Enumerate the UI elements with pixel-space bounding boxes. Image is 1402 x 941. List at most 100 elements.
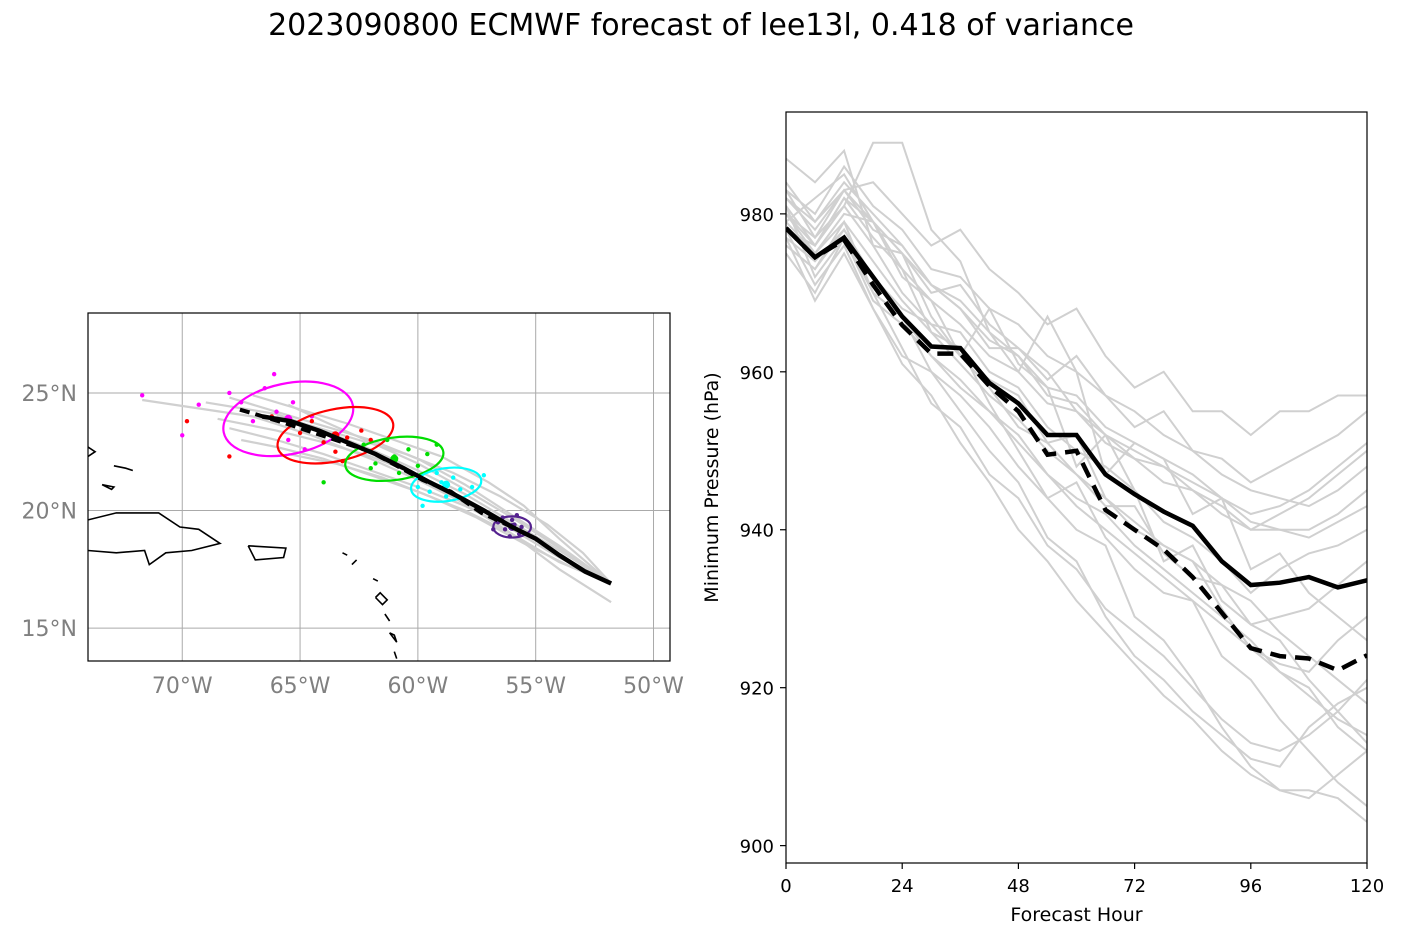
ensemble-point [420,503,425,509]
member-pressure-line [786,204,1367,595]
ensemble-point [302,447,307,452]
mean-pressure-line-solid [786,226,1367,590]
member-pressure-line [786,164,1367,508]
ellipse-center-point [442,480,451,489]
pressure-y-axis-label: Minimum Pressure (hPa) [701,372,723,602]
uncertainty-ellipse [222,380,355,458]
map-lat-tick-label: 25°N [22,382,77,407]
ensemble-point [286,437,291,443]
ensemble-point [469,484,475,490]
uncertainty-ellipse [409,466,483,503]
pressure-x-tick-label: 96 [1239,876,1262,897]
ensemble-point [519,524,524,530]
ensemble-point [290,400,296,405]
ensemble-point [262,386,267,391]
mean-track-solid [262,414,613,586]
pressure-x-axis-label: Forecast Hour [1010,904,1142,926]
pressure-x-tick-label: 120 [1350,876,1384,897]
member-pressure-line [786,212,1367,484]
ensemble-point [415,463,421,469]
ensemble-point [333,449,338,454]
ensemble-point [427,489,432,494]
ensemble-point [434,470,439,476]
member-pressure-line [786,196,1367,531]
ensemble-point [368,465,373,471]
ensemble-point [227,454,232,459]
map-lon-tick-label: 60°W [388,674,449,699]
pressure-y-tick-label: 960 [740,363,774,384]
ensemble-point [451,475,456,480]
coastline [101,483,116,491]
ensemble-point [491,527,496,532]
map-lon-tick-label: 55°W [505,674,566,699]
pressure-chart: 0 24 48 72 96 120 900 920 940 960 980 Forecast Hour… [701,111,1384,926]
ensemble-point [481,473,487,478]
uncertainty-ellipse [344,435,445,482]
member-pressure-line [786,172,1367,674]
coastline [88,512,222,566]
member-pressure-line [786,220,1367,705]
member-pressure-line [786,188,1367,539]
ensemble-point [458,487,463,492]
pressure-x-tick-label: 24 [891,876,914,897]
ensemble-point [309,418,315,424]
ensemble-point [180,433,185,438]
coastline [247,545,287,561]
member-track [276,415,612,585]
pressure-x-tick-label: 0 [780,876,791,897]
pressure-y-tick-label: 900 [740,837,774,858]
ensemble-point [361,442,366,447]
coastline [351,559,358,566]
ensemble-point [321,440,326,445]
ensemble-point [443,494,449,499]
pressure-y-tick-label: 980 [740,205,774,226]
ensemble-point [509,517,515,523]
coastline [393,651,398,659]
member-pressure-line [786,180,1367,516]
ensemble-point [340,458,345,464]
ensemble-point [507,534,512,539]
map-lon-tick-label: 70°W [152,674,213,699]
coastline [372,577,379,582]
pressure-y-tick-label: 940 [740,521,774,542]
member-pressure-line [786,181,1367,437]
ensemble-point [502,527,508,532]
ensemble-point [139,393,145,398]
ensemble-point [297,430,303,436]
member-pressure-line [786,141,1367,642]
pressure-x-tick-label: 48 [1007,876,1030,897]
mean-track-dashed [238,407,513,529]
pressure-plot-area [786,141,1367,823]
coastline [388,632,398,643]
coastline [88,446,97,458]
ensemble-point [196,402,201,407]
map-frame [87,312,671,662]
uncertainty-ellipse [492,515,533,539]
member-pressure-line [786,228,1367,626]
ensemble-point [250,418,256,424]
ensemble-point [227,390,232,396]
member-pressure-line [786,196,1367,807]
ensemble-point [415,484,421,490]
ensemble-point [321,480,326,485]
member-pressure-line [786,235,1367,752]
ensemble-point [514,513,520,518]
ensemble-point [385,437,390,443]
member-pressure-line [786,219,1367,823]
member-track [142,398,612,604]
ensemble-point [184,418,190,424]
coastline [384,613,391,622]
coastline [342,552,348,556]
ensemble-point [359,428,364,433]
member-pressure-line [786,237,1367,800]
figure-title: 2023090800 ECMWF forecast of lee13l, 0.4… [268,8,1134,43]
coastline [113,465,134,472]
member-pressure-line [786,205,1367,752]
ensemble-point [406,447,411,452]
pressure-x-tick-label: 72 [1123,876,1146,897]
ensemble-point [425,451,430,457]
pressure-y-tick-label: 920 [740,679,774,700]
ensemble-point [434,442,439,447]
map-lon-tick-label: 50°W [623,674,684,699]
